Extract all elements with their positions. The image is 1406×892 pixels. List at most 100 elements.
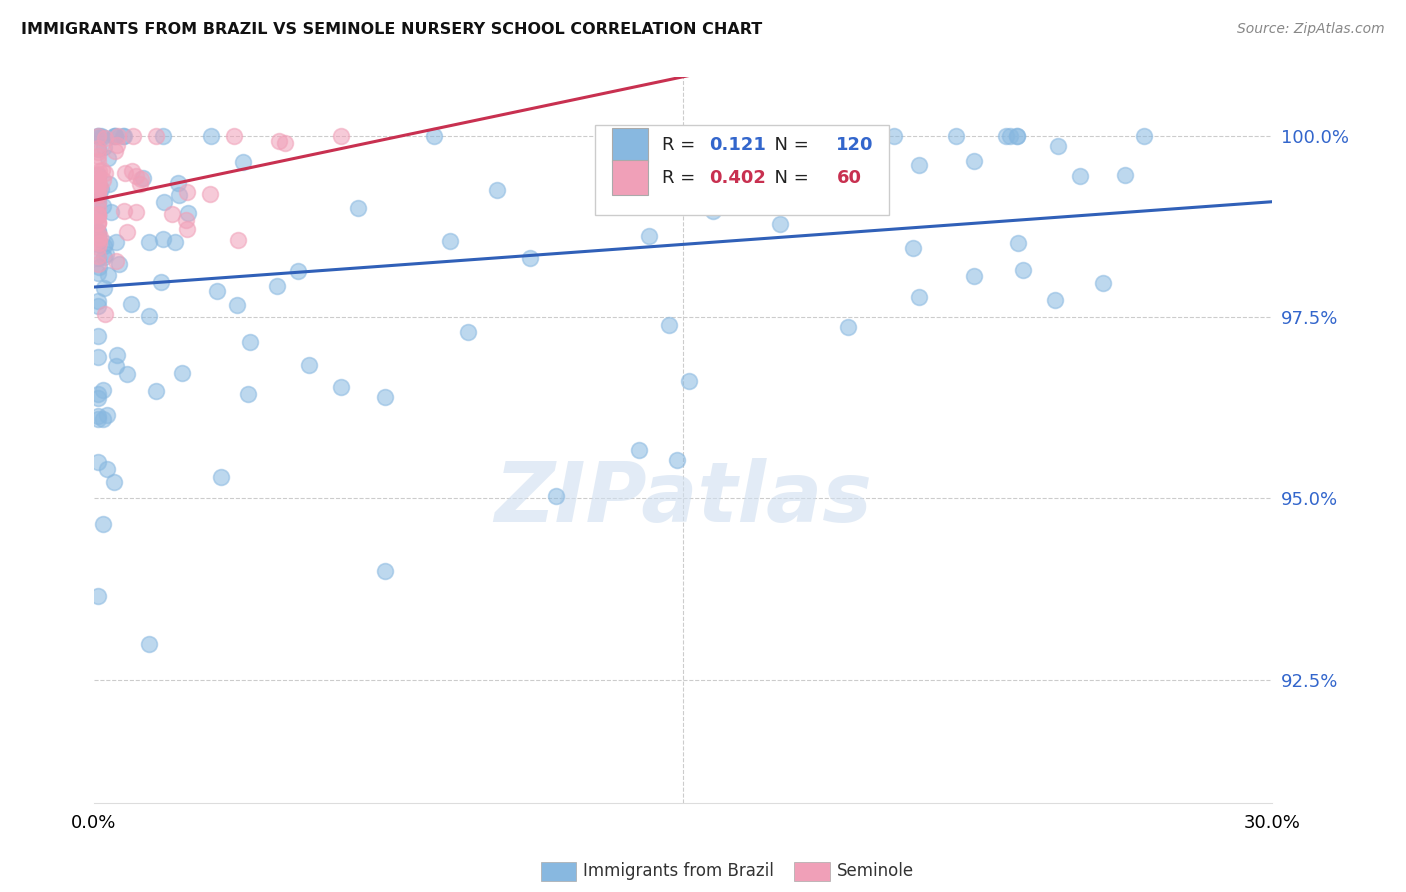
Point <box>544 489 567 503</box>
Point <box>627 443 650 458</box>
Point <box>274 136 297 151</box>
Point <box>87 208 110 222</box>
Point <box>768 217 790 231</box>
Point <box>107 128 129 143</box>
Point <box>87 391 110 405</box>
Point <box>104 144 127 158</box>
Point <box>90 162 112 177</box>
Point <box>87 187 110 202</box>
Point <box>122 128 145 143</box>
Point <box>209 470 232 484</box>
Point <box>87 227 110 241</box>
Text: Immigrants from Brazil: Immigrants from Brazil <box>583 863 775 880</box>
Text: R =: R = <box>662 169 702 186</box>
Point <box>87 455 110 469</box>
Point <box>901 241 924 255</box>
Point <box>266 279 288 293</box>
Point <box>105 137 128 152</box>
Text: IMMIGRANTS FROM BRAZIL VS SEMINOLE NURSERY SCHOOL CORRELATION CHART: IMMIGRANTS FROM BRAZIL VS SEMINOLE NURSE… <box>21 22 762 37</box>
Point <box>87 328 110 343</box>
Point <box>131 170 153 185</box>
Point <box>485 183 508 197</box>
Point <box>87 412 110 426</box>
Point <box>100 205 122 219</box>
Text: 60: 60 <box>837 169 862 186</box>
Point <box>222 128 245 143</box>
Point <box>658 318 681 332</box>
Point <box>94 131 117 145</box>
Point <box>167 187 190 202</box>
Point <box>87 237 110 252</box>
Point <box>89 164 111 178</box>
Point <box>129 172 152 186</box>
Bar <box>613 161 648 195</box>
Point <box>170 366 193 380</box>
Point <box>519 251 541 265</box>
Point <box>96 409 118 423</box>
Point <box>104 128 127 143</box>
Point <box>94 307 117 321</box>
Point <box>87 589 110 603</box>
Point <box>945 128 967 143</box>
Point <box>89 229 111 244</box>
Point <box>87 233 110 247</box>
Point <box>236 386 259 401</box>
Point <box>87 185 110 199</box>
Point <box>152 232 174 246</box>
Point <box>87 187 110 202</box>
Point <box>176 222 198 236</box>
Point <box>111 128 134 143</box>
Point <box>87 207 110 221</box>
Point <box>87 178 110 193</box>
Point <box>87 177 110 191</box>
Point <box>1000 128 1022 143</box>
Point <box>963 268 986 283</box>
Point <box>205 284 228 298</box>
Point <box>87 195 110 210</box>
Point <box>87 249 110 263</box>
Point <box>87 167 110 181</box>
Text: Source: ZipAtlas.com: Source: ZipAtlas.com <box>1237 22 1385 37</box>
Text: R =: R = <box>662 136 702 154</box>
Point <box>177 206 200 220</box>
Point <box>103 128 125 143</box>
Point <box>883 128 905 143</box>
Point <box>117 367 139 381</box>
Point <box>287 264 309 278</box>
Point <box>239 335 262 350</box>
Point <box>87 260 110 275</box>
Point <box>827 169 849 183</box>
Point <box>145 384 167 398</box>
Point <box>665 453 688 467</box>
Point <box>329 380 352 394</box>
Point <box>1043 293 1066 308</box>
Point <box>87 128 110 143</box>
Point <box>678 374 700 388</box>
Point <box>200 128 222 143</box>
Point <box>1114 168 1136 182</box>
Point <box>1005 128 1028 143</box>
Point <box>93 411 115 425</box>
Point <box>125 169 148 183</box>
Point <box>87 235 110 250</box>
Point <box>87 170 110 185</box>
Point <box>96 462 118 476</box>
Point <box>330 128 353 143</box>
Point <box>112 204 135 219</box>
Point <box>87 293 110 308</box>
Point <box>87 208 110 222</box>
Point <box>105 348 128 362</box>
Point <box>995 128 1018 143</box>
Point <box>457 326 479 340</box>
Point <box>160 207 183 221</box>
Point <box>89 188 111 202</box>
Point <box>90 182 112 196</box>
Point <box>176 186 198 200</box>
Point <box>114 166 136 180</box>
Point <box>163 235 186 249</box>
Point <box>97 177 120 191</box>
Point <box>176 213 198 227</box>
Point <box>638 162 661 177</box>
Point <box>423 128 446 143</box>
Point <box>439 235 461 249</box>
